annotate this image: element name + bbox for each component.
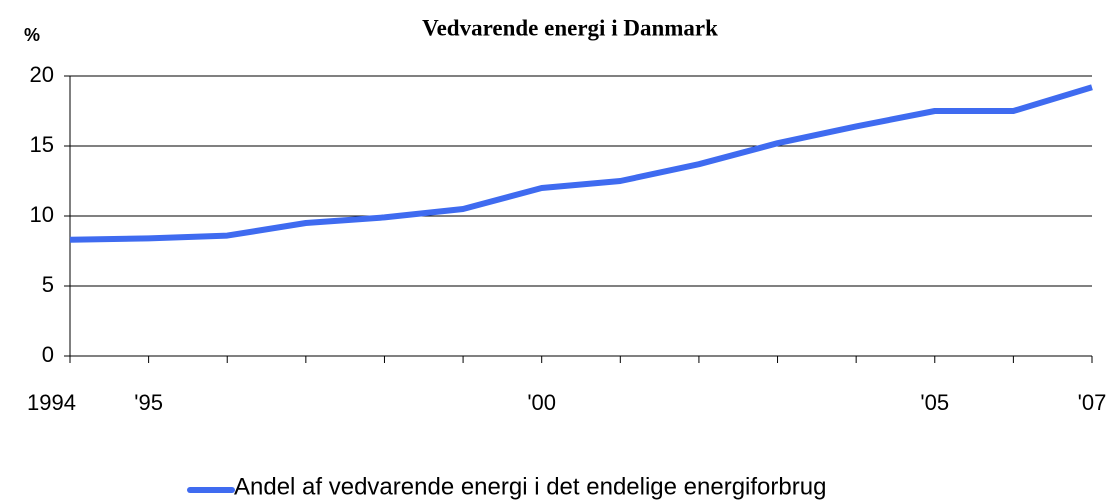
y-tick-label: 5 <box>42 272 54 297</box>
y-axis-label: % <box>24 25 40 45</box>
x-tick-label: '07 <box>1078 390 1107 415</box>
legend-label: Andel af vedvarende energi i det endelig… <box>234 473 826 500</box>
chart-title: Vedvarende energi i Danmark <box>422 15 718 40</box>
y-tick-label: 10 <box>30 202 54 227</box>
x-tick-label: '00 <box>527 390 556 415</box>
x-tick-label: 1994 <box>27 390 76 415</box>
data-line <box>69 84 1093 243</box>
x-tick-label: '95 <box>134 390 163 415</box>
y-tick-label: 0 <box>42 342 54 367</box>
x-tick-label: '05 <box>920 390 949 415</box>
y-tick-label: 15 <box>30 132 54 157</box>
y-tick-label: 20 <box>30 62 54 87</box>
